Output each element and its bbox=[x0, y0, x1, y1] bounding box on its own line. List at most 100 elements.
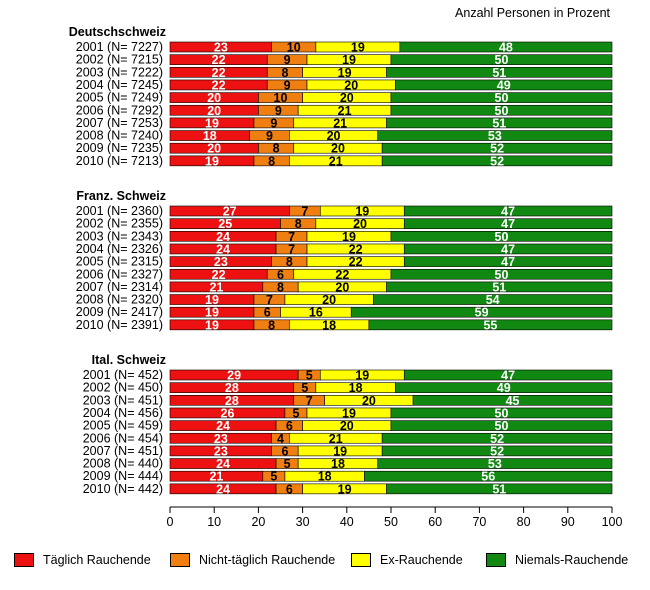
x-tick-label: 40 bbox=[340, 515, 354, 529]
x-tick-label: 60 bbox=[428, 515, 442, 529]
data-label: 9 bbox=[270, 116, 277, 130]
row-label: 2003 (N= 7222) bbox=[76, 65, 163, 79]
data-label: 49 bbox=[497, 78, 511, 92]
data-label: 20 bbox=[340, 91, 354, 105]
data-label: 6 bbox=[286, 419, 293, 433]
row-label: 2006 (N= 7292) bbox=[76, 103, 163, 117]
legend-label-never: Niemals-Rauchende bbox=[515, 553, 629, 567]
bar-segment-never bbox=[377, 458, 613, 469]
bar-segment-never bbox=[368, 319, 613, 331]
data-label: 24 bbox=[216, 457, 230, 471]
x-tick-label: 30 bbox=[296, 515, 310, 529]
row-label: 2007 (N= 451) bbox=[83, 444, 163, 458]
bar-segment-never bbox=[377, 130, 613, 141]
bar-segment-never bbox=[381, 155, 613, 167]
x-tick-label: 50 bbox=[384, 515, 398, 529]
data-label: 19 bbox=[342, 406, 356, 420]
x-tick-label: 80 bbox=[517, 515, 531, 529]
bar-segment-never bbox=[412, 394, 613, 406]
data-label: 23 bbox=[214, 432, 228, 446]
data-label: 20 bbox=[322, 293, 336, 307]
data-label: 56 bbox=[481, 470, 495, 484]
data-label: 5 bbox=[284, 457, 291, 471]
row-label: 2009 (N= 2417) bbox=[76, 305, 163, 319]
legend-item-ex: Ex-Rauchende bbox=[351, 553, 463, 567]
row-label: 2003 (N= 451) bbox=[83, 393, 163, 407]
unit-note: Anzahl Personen in Prozent bbox=[455, 6, 610, 20]
bar-segment-never bbox=[390, 92, 613, 103]
data-label: 20 bbox=[331, 142, 345, 156]
data-label: 6 bbox=[277, 268, 284, 282]
data-label: 5 bbox=[270, 470, 277, 484]
data-label: 21 bbox=[329, 154, 343, 168]
x-tick-label: 0 bbox=[167, 515, 174, 529]
data-label: 9 bbox=[275, 104, 282, 118]
row-label: 2004 (N= 7245) bbox=[76, 78, 163, 92]
data-label: 8 bbox=[281, 66, 288, 80]
group-title: Ital. Schweiz bbox=[92, 353, 166, 367]
data-label: 10 bbox=[274, 91, 288, 105]
data-label: 7 bbox=[306, 394, 313, 408]
data-label: 4 bbox=[277, 432, 284, 446]
data-label: 51 bbox=[492, 280, 506, 294]
data-label: 51 bbox=[492, 116, 506, 130]
data-label: 19 bbox=[355, 369, 369, 383]
bar-segment-never bbox=[381, 445, 613, 457]
legend-item-daily: Täglich Rauchende bbox=[14, 553, 151, 567]
bar-segment-never bbox=[381, 142, 613, 154]
data-label: 7 bbox=[301, 205, 308, 219]
data-label: 6 bbox=[264, 306, 271, 320]
data-label: 20 bbox=[327, 129, 341, 143]
data-label: 6 bbox=[281, 444, 288, 458]
data-label: 18 bbox=[318, 470, 332, 484]
data-label: 6 bbox=[286, 482, 293, 496]
row-label: 2002 (N= 2355) bbox=[76, 217, 163, 231]
data-label: 22 bbox=[212, 78, 226, 92]
row-label: 2008 (N= 7240) bbox=[76, 129, 163, 143]
data-label: 50 bbox=[495, 91, 509, 105]
data-label: 20 bbox=[362, 394, 376, 408]
bar-segment-never bbox=[386, 281, 613, 293]
data-label: 19 bbox=[342, 53, 356, 67]
data-label: 47 bbox=[501, 255, 515, 269]
bar-segment-never bbox=[390, 420, 613, 431]
row-label: 2001 (N= 7227) bbox=[76, 40, 163, 54]
data-label: 50 bbox=[495, 230, 509, 244]
row-label: 2001 (N= 452) bbox=[83, 368, 163, 382]
data-label: 7 bbox=[288, 242, 295, 256]
row-label: 2007 (N= 7253) bbox=[76, 116, 163, 130]
data-label: 50 bbox=[495, 268, 509, 282]
data-label: 10 bbox=[287, 41, 301, 55]
data-label: 20 bbox=[207, 104, 221, 118]
legend-label-ex: Ex-Rauchende bbox=[380, 553, 463, 567]
data-label: 18 bbox=[322, 318, 336, 332]
bar-segment-never bbox=[381, 432, 613, 444]
data-label: 52 bbox=[490, 154, 504, 168]
bar-segment-never bbox=[373, 294, 613, 305]
data-label: 20 bbox=[340, 419, 354, 433]
data-label: 59 bbox=[475, 306, 489, 320]
bar-segment-never bbox=[403, 243, 613, 255]
data-label: 50 bbox=[495, 104, 509, 118]
data-label: 19 bbox=[351, 41, 365, 55]
data-label: 21 bbox=[209, 470, 223, 484]
bar-segment-never bbox=[403, 205, 613, 217]
data-label: 53 bbox=[488, 457, 502, 471]
bar-segment-never bbox=[386, 67, 613, 78]
data-label: 21 bbox=[333, 116, 347, 130]
row-label: 2009 (N= 444) bbox=[83, 469, 163, 483]
data-label: 9 bbox=[284, 78, 291, 92]
data-label: 25 bbox=[218, 217, 232, 231]
data-label: 52 bbox=[490, 444, 504, 458]
legend: Täglich Rauchende Nicht-täglich Rauchend… bbox=[14, 553, 644, 573]
data-label: 19 bbox=[205, 318, 219, 332]
data-label: 8 bbox=[277, 280, 284, 294]
data-label: 20 bbox=[344, 78, 358, 92]
data-label: 45 bbox=[506, 394, 520, 408]
data-label: 21 bbox=[329, 432, 343, 446]
data-label: 20 bbox=[335, 280, 349, 294]
data-label: 19 bbox=[333, 444, 347, 458]
data-label: 8 bbox=[268, 318, 275, 332]
legend-item-never: Niemals-Rauchende bbox=[486, 553, 628, 567]
